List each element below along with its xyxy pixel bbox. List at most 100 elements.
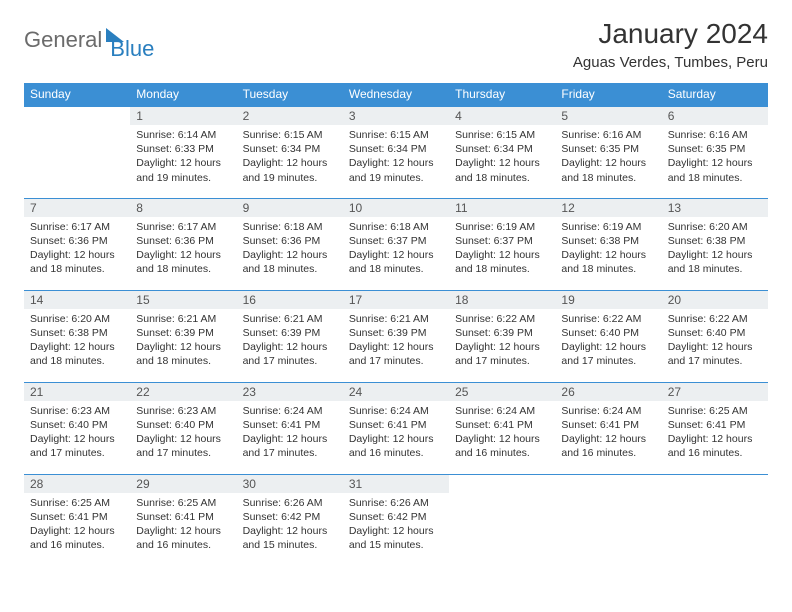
day-details: Sunrise: 6:15 AMSunset: 6:34 PMDaylight:… bbox=[449, 125, 555, 189]
sunset-text: Sunset: 6:36 PM bbox=[243, 234, 337, 248]
day-details: Sunrise: 6:21 AMSunset: 6:39 PMDaylight:… bbox=[237, 309, 343, 373]
sunset-text: Sunset: 6:41 PM bbox=[136, 510, 230, 524]
sunrise-text: Sunrise: 6:18 AM bbox=[243, 220, 337, 234]
sunrise-text: Sunrise: 6:26 AM bbox=[349, 496, 443, 510]
day-details: Sunrise: 6:17 AMSunset: 6:36 PMDaylight:… bbox=[24, 217, 130, 281]
calendar-day-cell: 18Sunrise: 6:22 AMSunset: 6:39 PMDayligh… bbox=[449, 290, 555, 382]
day-details: Sunrise: 6:26 AMSunset: 6:42 PMDaylight:… bbox=[343, 493, 449, 557]
calendar-day-cell: 5Sunrise: 6:16 AMSunset: 6:35 PMDaylight… bbox=[555, 106, 661, 198]
day-details: Sunrise: 6:16 AMSunset: 6:35 PMDaylight:… bbox=[555, 125, 661, 189]
sunset-text: Sunset: 6:33 PM bbox=[136, 142, 230, 156]
day-number: 8 bbox=[130, 199, 236, 217]
sunset-text: Sunset: 6:34 PM bbox=[243, 142, 337, 156]
sunset-text: Sunset: 6:41 PM bbox=[668, 418, 762, 432]
sunrise-text: Sunrise: 6:16 AM bbox=[668, 128, 762, 142]
calendar-day-cell: 16Sunrise: 6:21 AMSunset: 6:39 PMDayligh… bbox=[237, 290, 343, 382]
sunset-text: Sunset: 6:38 PM bbox=[561, 234, 655, 248]
day-number: 21 bbox=[24, 383, 130, 401]
calendar-day-cell: 14 Sunrise: 6:20 AMSunset: 6:38 PMDayligh… bbox=[24, 290, 130, 382]
daylight-text: Daylight: 12 hours and 17 minutes. bbox=[243, 340, 337, 368]
calendar-day-cell: 12Sunrise: 6:19 AMSunset: 6:38 PMDayligh… bbox=[555, 198, 661, 290]
calendar-day-cell: 8Sunrise: 6:17 AMSunset: 6:36 PMDaylight… bbox=[130, 198, 236, 290]
sunset-text: Sunset: 6:38 PM bbox=[30, 326, 124, 340]
sunrise-text: Sunrise: 6:19 AM bbox=[561, 220, 655, 234]
daylight-text: Daylight: 12 hours and 17 minutes. bbox=[561, 340, 655, 368]
sunset-text: Sunset: 6:42 PM bbox=[243, 510, 337, 524]
calendar-body: 1Sunrise: 6:14 AMSunset: 6:33 PMDaylight… bbox=[24, 106, 768, 566]
calendar-day-cell: 27Sunrise: 6:25 AMSunset: 6:41 PMDayligh… bbox=[662, 382, 768, 474]
day-number: 20 bbox=[662, 291, 768, 309]
day-details: Sunrise: 6:24 AMSunset: 6:41 PMDaylight:… bbox=[449, 401, 555, 465]
logo: General Blue bbox=[24, 18, 154, 62]
sunrise-text: Sunrise: 6:15 AM bbox=[349, 128, 443, 142]
weekday-header: Friday bbox=[555, 83, 661, 106]
calendar-day-cell: 29Sunrise: 6:25 AMSunset: 6:41 PMDayligh… bbox=[130, 474, 236, 566]
day-number: 15 bbox=[130, 291, 236, 309]
day-details: Sunrise: 6:15 AMSunset: 6:34 PMDaylight:… bbox=[237, 125, 343, 189]
day-number: 28 bbox=[24, 475, 130, 493]
sunset-text: Sunset: 6:41 PM bbox=[243, 418, 337, 432]
daylight-text: Daylight: 12 hours and 17 minutes. bbox=[30, 432, 124, 460]
day-details: Sunrise: 6:25 AMSunset: 6:41 PMDaylight:… bbox=[130, 493, 236, 557]
day-number: 19 bbox=[555, 291, 661, 309]
daylight-text: Daylight: 12 hours and 17 minutes. bbox=[455, 340, 549, 368]
day-details: Sunrise: 6:23 AMSunset: 6:40 PMDaylight:… bbox=[130, 401, 236, 465]
day-number: 11 bbox=[449, 199, 555, 217]
daylight-text: Daylight: 12 hours and 15 minutes. bbox=[349, 524, 443, 552]
day-details: Sunrise: 6:24 AMSunset: 6:41 PMDaylight:… bbox=[343, 401, 449, 465]
weekday-header: Thursday bbox=[449, 83, 555, 106]
sunset-text: Sunset: 6:39 PM bbox=[349, 326, 443, 340]
daylight-text: Daylight: 12 hours and 15 minutes. bbox=[243, 524, 337, 552]
sunset-text: Sunset: 6:37 PM bbox=[455, 234, 549, 248]
calendar-day-cell: 7Sunrise: 6:17 AMSunset: 6:36 PMDaylight… bbox=[24, 198, 130, 290]
daylight-text: Daylight: 12 hours and 18 minutes. bbox=[668, 156, 762, 184]
day-number: 13 bbox=[662, 199, 768, 217]
calendar-day-cell: 13Sunrise: 6:20 AMSunset: 6:38 PMDayligh… bbox=[662, 198, 768, 290]
day-details: Sunrise: 6:21 AMSunset: 6:39 PMDaylight:… bbox=[130, 309, 236, 373]
day-number: 2 bbox=[237, 107, 343, 125]
calendar-day-cell: 1Sunrise: 6:14 AMSunset: 6:33 PMDaylight… bbox=[130, 106, 236, 198]
sunset-text: Sunset: 6:41 PM bbox=[30, 510, 124, 524]
sunrise-text: Sunrise: 6:24 AM bbox=[455, 404, 549, 418]
day-number: 31 bbox=[343, 475, 449, 493]
day-number: 5 bbox=[555, 107, 661, 125]
calendar-day-cell: 26Sunrise: 6:24 AMSunset: 6:41 PMDayligh… bbox=[555, 382, 661, 474]
day-number: 16 bbox=[237, 291, 343, 309]
sunset-text: Sunset: 6:37 PM bbox=[349, 234, 443, 248]
day-number: 12 bbox=[555, 199, 661, 217]
day-details: Sunrise: 6:16 AMSunset: 6:35 PMDaylight:… bbox=[662, 125, 768, 189]
month-title: January 2024 bbox=[573, 18, 768, 50]
sunrise-text: Sunrise: 6:22 AM bbox=[455, 312, 549, 326]
sunset-text: Sunset: 6:40 PM bbox=[30, 418, 124, 432]
logo-text-blue: Blue bbox=[110, 36, 154, 62]
daylight-text: Daylight: 12 hours and 18 minutes. bbox=[561, 248, 655, 276]
calendar-day-cell: 28Sunrise: 6:25 AMSunset: 6:41 PMDayligh… bbox=[24, 474, 130, 566]
calendar-day-cell: 17Sunrise: 6:21 AMSunset: 6:39 PMDayligh… bbox=[343, 290, 449, 382]
day-number bbox=[24, 107, 130, 111]
sunrise-text: Sunrise: 6:20 AM bbox=[668, 220, 762, 234]
sunrise-text: Sunrise: 6:23 AM bbox=[136, 404, 230, 418]
day-number: 10 bbox=[343, 199, 449, 217]
sunrise-text: Sunrise: 6:16 AM bbox=[561, 128, 655, 142]
calendar-day-cell: 15Sunrise: 6:21 AMSunset: 6:39 PMDayligh… bbox=[130, 290, 236, 382]
day-number: 4 bbox=[449, 107, 555, 125]
sunrise-text: Sunrise: 6:24 AM bbox=[561, 404, 655, 418]
daylight-text: Daylight: 12 hours and 19 minutes. bbox=[136, 156, 230, 184]
day-details: Sunrise: 6:21 AMSunset: 6:39 PMDaylight:… bbox=[343, 309, 449, 373]
day-details: Sunrise: 6:19 AMSunset: 6:38 PMDaylight:… bbox=[555, 217, 661, 281]
sunrise-text: Sunrise: 6:23 AM bbox=[30, 404, 124, 418]
daylight-text: Daylight: 12 hours and 18 minutes. bbox=[561, 156, 655, 184]
day-number: 18 bbox=[449, 291, 555, 309]
day-number: 14 bbox=[24, 291, 130, 309]
sunrise-text: Sunrise: 6:21 AM bbox=[243, 312, 337, 326]
sunset-text: Sunset: 6:36 PM bbox=[30, 234, 124, 248]
daylight-text: Daylight: 12 hours and 18 minutes. bbox=[30, 340, 124, 368]
daylight-text: Daylight: 12 hours and 16 minutes. bbox=[561, 432, 655, 460]
sunrise-text: Sunrise: 6:20 AM bbox=[30, 312, 124, 326]
day-number: 6 bbox=[662, 107, 768, 125]
calendar-day-cell bbox=[24, 106, 130, 198]
calendar-day-cell: 9Sunrise: 6:18 AMSunset: 6:36 PMDaylight… bbox=[237, 198, 343, 290]
calendar-day-cell: 2Sunrise: 6:15 AMSunset: 6:34 PMDaylight… bbox=[237, 106, 343, 198]
daylight-text: Daylight: 12 hours and 18 minutes. bbox=[455, 248, 549, 276]
daylight-text: Daylight: 12 hours and 18 minutes. bbox=[349, 248, 443, 276]
